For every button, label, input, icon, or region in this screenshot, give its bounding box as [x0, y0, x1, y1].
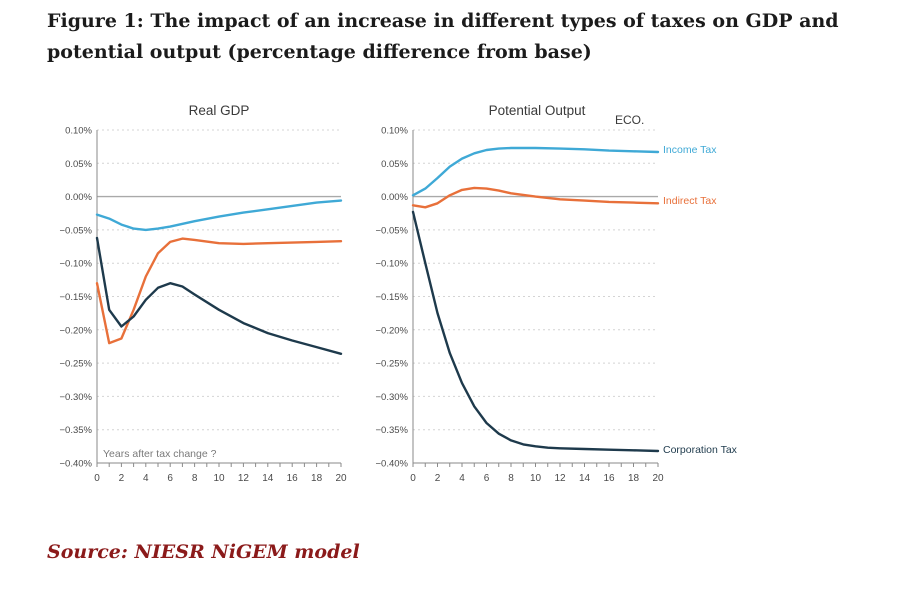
p2-x-tick-label: 10: [530, 473, 542, 484]
p2-x-tick-label: 4: [459, 473, 465, 484]
p1-y-tick-label: −0.15%: [60, 292, 93, 303]
p2-x-tick-label: 2: [435, 473, 441, 484]
figure-source: Source: NIESR NiGEM model: [47, 541, 360, 563]
p2-y-tick-label: −0.30%: [376, 392, 409, 403]
p2-x-tick-label: 12: [554, 473, 566, 484]
p1-y-tick-label: −0.35%: [60, 425, 93, 436]
p1-x-tick-label: 0: [94, 473, 100, 484]
series-label-indirect-tax: Indirect Tax: [663, 195, 717, 207]
p1-x-tick-label: 6: [167, 473, 173, 484]
p1-y-tick-label: 0.10%: [65, 126, 92, 137]
p1-y-tick-label: −0.05%: [60, 225, 93, 236]
p1-x-tick-label: 2: [119, 473, 125, 484]
p1-x-axis-note: Years after tax change ?: [103, 448, 217, 460]
p2-y-tick-label: −0.25%: [376, 359, 409, 370]
p1-y-tick-label: −0.20%: [60, 325, 93, 336]
p2-x-tick-label: 0: [410, 473, 416, 484]
p1-panel-title: Real GDP: [189, 103, 250, 118]
p1-x-tick-label: 10: [213, 473, 225, 484]
figure-title: Figure 1: The impact of an increase in d…: [47, 10, 839, 63]
p1-series-line-corporation-tax: [95, 236, 343, 355]
p1-x-tick-label: 18: [311, 473, 323, 484]
p2-x-tick-label: 20: [652, 473, 664, 484]
p2-x-tick-label: 18: [628, 473, 640, 484]
p1-y-tick-label: −0.40%: [60, 459, 93, 470]
p1-series-line-income-tax: [95, 199, 343, 232]
p1-y-tick-label: −0.10%: [60, 259, 93, 270]
p1-x-tick-label: 4: [143, 473, 149, 484]
p2-y-tick-label: −0.35%: [376, 425, 409, 436]
p2-watermark-text: ECO.: [615, 113, 644, 127]
p2-y-tick-label: −0.10%: [376, 259, 409, 270]
p1-y-tick-label: −0.25%: [60, 359, 93, 370]
p1-x-tick-label: 12: [238, 473, 250, 484]
p2-y-tick-label: −0.40%: [376, 459, 409, 470]
p2-x-tick-label: 6: [484, 473, 490, 484]
p1-series-line-indirect-tax: [95, 237, 343, 345]
p1-y-tick-label: 0.00%: [65, 192, 92, 203]
p1-x-tick-label: 20: [335, 473, 347, 484]
p2-x-tick-label: 16: [603, 473, 615, 484]
p1-y-tick-label: 0.05%: [65, 159, 92, 170]
series-label-income-tax: Income Tax: [663, 144, 717, 156]
p2-x-tick-label: 8: [508, 473, 514, 484]
p1-x-tick-label: 8: [192, 473, 198, 484]
p2-y-tick-label: −0.05%: [376, 225, 409, 236]
p2-y-tick-label: −0.20%: [376, 325, 409, 336]
p2-series-line-income-tax: [411, 146, 660, 197]
series-label-corporation-tax: Corporation Tax: [663, 444, 738, 456]
p2-y-tick-label: 0.05%: [381, 159, 408, 170]
p1-y-tick-label: −0.30%: [60, 392, 93, 403]
p2-y-tick-label: −0.15%: [376, 292, 409, 303]
p2-panel-title: Potential Output: [489, 103, 586, 118]
p2-y-tick-label: 0.10%: [381, 126, 408, 137]
p1-x-tick-label: 14: [262, 473, 274, 484]
p2-series-line-indirect-tax: [411, 186, 660, 209]
p2-y-tick-label: 0.00%: [381, 192, 408, 203]
p2-series-line-corporation-tax: [411, 210, 660, 453]
p1-x-tick-label: 16: [287, 473, 299, 484]
p2-x-tick-label: 14: [579, 473, 591, 484]
